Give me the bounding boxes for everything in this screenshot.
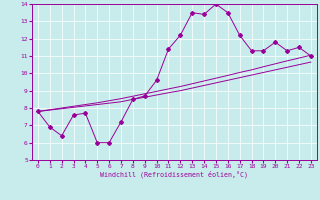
X-axis label: Windchill (Refroidissement éolien,°C): Windchill (Refroidissement éolien,°C): [100, 171, 248, 178]
